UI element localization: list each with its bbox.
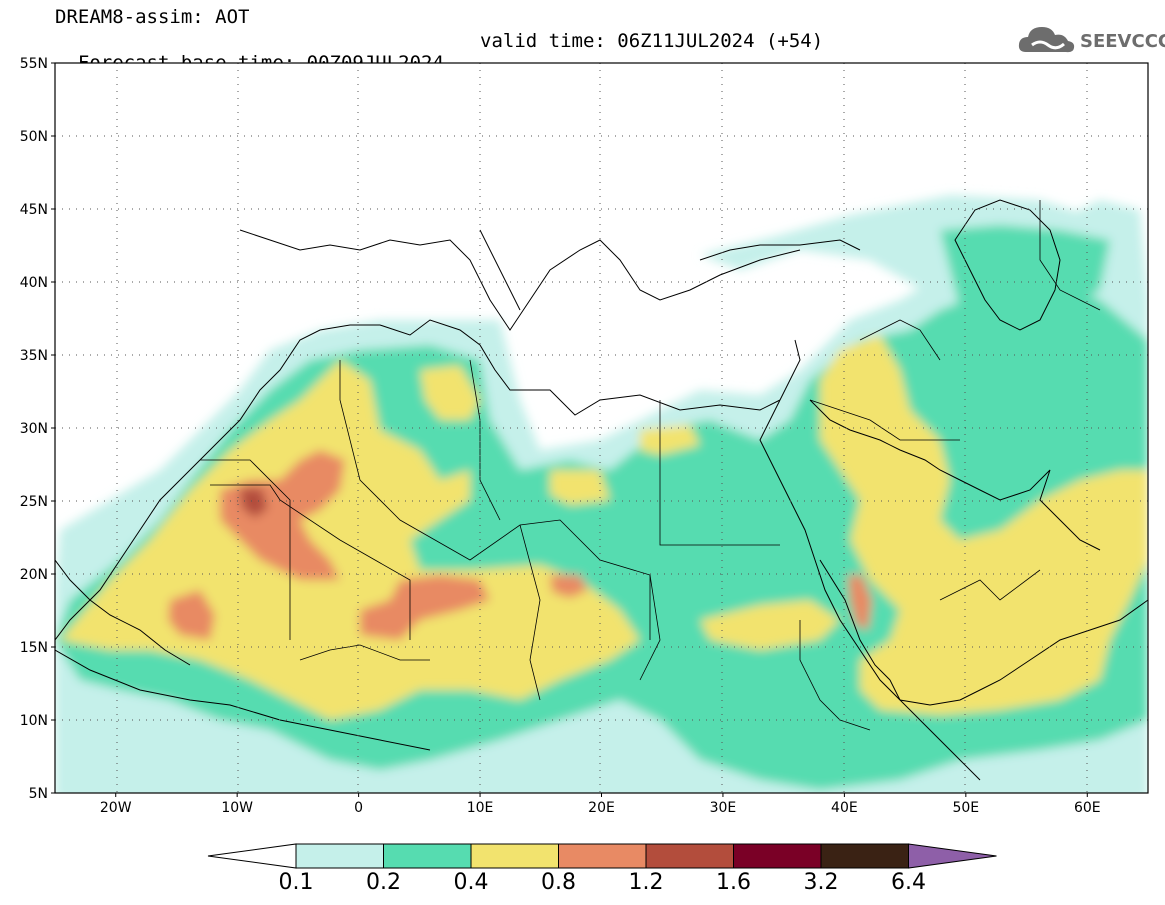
lon-tick-label: 60E: [1074, 800, 1101, 816]
aot-chad-yellow-area: [550, 470, 610, 505]
seevccc-logo: SEEVCCC: [1018, 22, 1165, 56]
lat-tick-label: 10N: [20, 713, 48, 729]
colorbar-label: 1.2: [628, 870, 664, 895]
aot-sudan-yellow-area: [700, 600, 840, 650]
lon-tick-label: 20W: [100, 800, 132, 816]
axis-ticks: 55N 50N 45N 40N 35N 30N 25N 20N 15N 10N 5N 20W 10W 0 1…: [20, 56, 1101, 816]
aot-egypt-yellow-area: [640, 425, 700, 455]
lat-tick-label: 50N: [20, 129, 48, 145]
lon-tick-label: 10E: [467, 800, 494, 816]
colorbar-swatch: [383, 843, 472, 869]
lat-tick-label: 45N: [20, 202, 48, 218]
colorbar-label: 0.2: [366, 870, 401, 895]
colorbar-label: 3.2: [803, 870, 839, 895]
cloud-logo-icon: [1018, 27, 1075, 53]
lat-tick-label: 20N: [20, 567, 48, 583]
aot-niger-salmon-area: [360, 575, 490, 640]
lon-tick-label: 40E: [831, 800, 858, 816]
colorbar-max-triangle: [908, 843, 997, 869]
lon-tick-label: 30E: [710, 800, 737, 816]
aot-1.2-1.6-area: [240, 488, 268, 518]
lat-tick-label: 30N: [20, 421, 48, 437]
aot-field: [55, 63, 1148, 793]
aot-caspian-green-area: [940, 225, 1110, 330]
colorbar-swatch: [470, 843, 559, 869]
valid-time: valid time: 06Z11JUL2024 (+54): [480, 30, 824, 52]
aot-redsea-salmon-area: [848, 575, 872, 630]
colorbar-label: 6.4: [891, 870, 926, 895]
lon-tick-label: 50E: [952, 800, 979, 816]
logo-text: SEEVCCC: [1080, 31, 1165, 52]
colorbar-swatch: [295, 843, 384, 869]
colorbar-swatch: [645, 843, 734, 869]
lon-tick-label: 20E: [588, 800, 615, 816]
lon-tick-label: 0: [354, 800, 363, 816]
colorbar-label: 0.1: [278, 870, 314, 895]
colorbar-min-triangle: [207, 843, 297, 869]
lat-tick-label: 5N: [29, 786, 48, 802]
borders: [200, 200, 1101, 731]
aot-arabia-yellow-area: [820, 335, 1148, 715]
aot-mauritania-salmon-area: [168, 590, 215, 640]
aot-chad-salmon-area: [550, 575, 588, 598]
colorbar-swatch: [820, 843, 909, 869]
colorbar-swatch: [558, 843, 647, 869]
colorbar-label: 0.8: [541, 870, 576, 895]
lat-tick-label: 40N: [20, 275, 48, 291]
lat-tick-label: 55N: [20, 56, 48, 72]
colorbar: [207, 843, 997, 869]
colorbar-label: 1.6: [716, 870, 751, 895]
map-title: DREAM8-assim: AOT: [55, 6, 250, 28]
lon-tick-label: 10W: [221, 800, 253, 816]
colorbar-label: 0.4: [453, 870, 489, 895]
graticule: [55, 63, 1148, 793]
colorbar-swatch: [733, 843, 822, 869]
aot-libya-yellow-area: [420, 365, 480, 420]
coastlines: [55, 199, 1148, 781]
lat-tick-label: 35N: [20, 348, 48, 364]
lat-tick-label: 25N: [20, 494, 48, 510]
lat-tick-label: 15N: [20, 640, 48, 656]
aot-0.8-1.2-area: [220, 450, 345, 580]
